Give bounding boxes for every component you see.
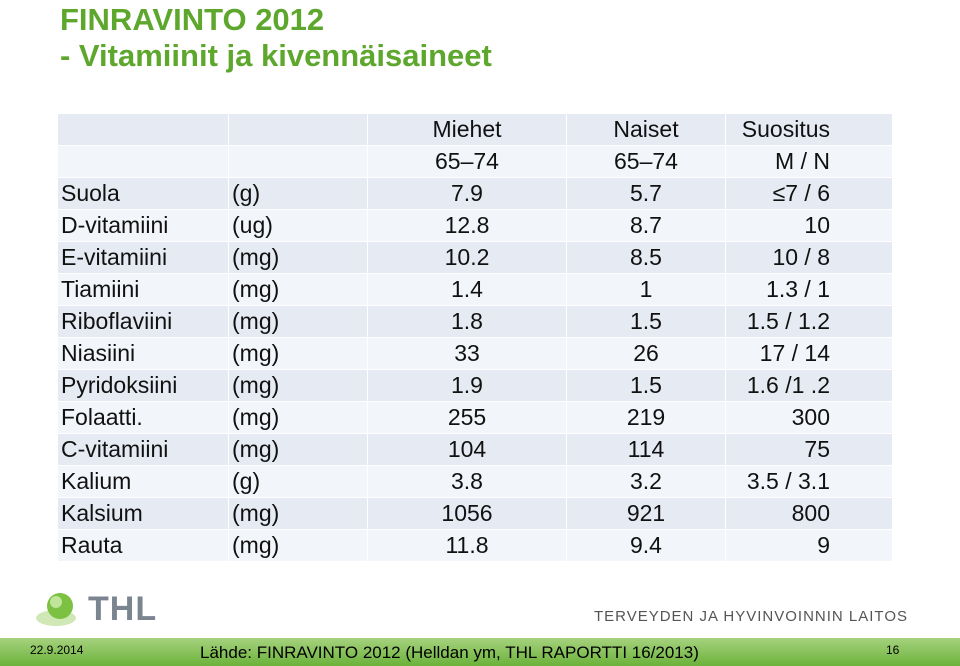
table-cell: 800 (725, 497, 893, 530)
table-cell: Tiamiini (57, 273, 229, 306)
table-cell: (g) (228, 465, 368, 498)
table-cell: (mg) (228, 401, 368, 434)
table-row: Kalium (g) 3.8 3.2 3.5 / 3.1 (57, 465, 893, 498)
table-cell: 3.8 (367, 465, 567, 498)
title-line: - Vitamiinit ja kivennäisaineet (60, 38, 492, 73)
page-number: 16 (886, 643, 900, 657)
table-cell: 10.2 (367, 241, 567, 274)
table-cell: 114 (566, 433, 726, 466)
table-cell: (mg) (228, 529, 368, 562)
source: Lähde: FINRAVINTO 2012 (Helldan ym, THL … (200, 643, 699, 662)
table-cell: (mg) (228, 305, 368, 338)
table-cell: Suola (57, 177, 229, 210)
table-cell: 1.3 / 1 (725, 273, 893, 306)
table-cell: 300 (725, 401, 893, 434)
table-cell: 1.5 (566, 305, 726, 338)
table-row: D-vitamiini (ug) 12.8 8.7 10 (57, 209, 893, 242)
table-cell: 3.2 (566, 465, 726, 498)
table: Miehet Naiset Suositus 65–74 65–74 M / N Suola… (57, 113, 893, 562)
table-cell: 921 (566, 497, 726, 530)
table-cell: Pyridoksiini (57, 369, 229, 402)
table-cell: Rauta (57, 529, 229, 562)
table-cell: 1.4 (367, 273, 567, 306)
table-row: 65–74 65–74 M / N (57, 145, 893, 178)
table-row: C-vitamiini (mg) 104 114 75 (57, 433, 893, 466)
table-cell: Kalsium (57, 497, 229, 530)
table-cell: 1.9 (367, 369, 567, 402)
table-cell: 1.8 (367, 305, 567, 338)
table-cell: 219 (566, 401, 726, 434)
table-cell: D-vitamiini (57, 209, 229, 242)
table-cell: Suositus (725, 113, 893, 146)
table-row: Tiamiini (mg) 1.4 1 1.3 / 1 (57, 273, 893, 306)
table-cell: C-vitamiini (57, 433, 229, 466)
table-cell: Kalium (57, 465, 229, 498)
table-cell: 8.7 (566, 209, 726, 242)
table-cell: 5.7 (566, 177, 726, 210)
table-cell: Folaatti. (57, 401, 229, 434)
table-cell: Niasiini (57, 337, 229, 370)
table-cell: 12.8 (367, 209, 567, 242)
table-cell: (mg) (228, 337, 368, 370)
table-cell: (ug) (228, 209, 368, 242)
table-cell: Riboflaviini (57, 305, 229, 338)
table-cell: 1.6 /1 .2 (725, 369, 893, 402)
table-row: Kalsium (mg) 1056 921 800 (57, 497, 893, 530)
table-row: Riboflaviini (mg) 1.8 1.5 1.5 / 1.2 (57, 305, 893, 338)
logo: THL (34, 588, 157, 630)
table-cell: 11.8 (367, 529, 567, 562)
table-cell: Naiset (566, 113, 726, 146)
table-cell: 10 (725, 209, 893, 242)
table-cell: (mg) (228, 433, 368, 466)
logo-icon (36, 593, 76, 626)
table-cell: 9.4 (566, 529, 726, 562)
table-row: Suola (g) 7.9 5.7 ≤7 / 6 (57, 177, 893, 210)
table-cell (57, 113, 229, 146)
table-cell (228, 113, 368, 146)
logo-text: THL (88, 589, 158, 628)
table-cell: 7.9 (367, 177, 567, 210)
table-cell: (mg) (228, 273, 368, 306)
table-cell: (mg) (228, 241, 368, 274)
table-row: Niasiini (mg) 33 26 17 / 14 (57, 337, 893, 370)
table-row: Folaatti. (mg) 255 219 300 (57, 401, 893, 434)
table-row: Pyridoksiini (mg) 1.9 1.5 1.6 /1 .2 (57, 369, 893, 402)
table-cell: 9 (725, 529, 893, 562)
table-row: E-vitamiini (mg) 10.2 8.5 10 / 8 (57, 241, 893, 274)
table-cell: 26 (566, 337, 726, 370)
title-line: FINRAVINTO 2012 (60, 2, 325, 37)
table-cell: M / N (725, 145, 893, 178)
table-cell: 65–74 (566, 145, 726, 178)
table-cell: (mg) (228, 497, 368, 530)
table-cell (57, 145, 229, 178)
table-cell: 1.5 / 1.2 (725, 305, 893, 338)
table-cell: (mg) (228, 369, 368, 402)
table-cell: (g) (228, 177, 368, 210)
table-cell: 33 (367, 337, 567, 370)
table-cell: Miehet (367, 113, 567, 146)
table-cell (228, 145, 368, 178)
table-cell: 104 (367, 433, 567, 466)
table-cell: 17 / 14 (725, 337, 893, 370)
table-row: Miehet Naiset Suositus (57, 113, 893, 146)
table-cell: 3.5 / 3.1 (725, 465, 893, 498)
table-cell: 8.5 (566, 241, 726, 274)
table-cell: 1.5 (566, 369, 726, 402)
table-cell: 75 (725, 433, 893, 466)
table-row: Rauta (mg) 11.8 9.4 9 (57, 529, 893, 562)
footer-bar: 22.9.2014 Lähde: FINRAVINTO 2012 (Hellda… (0, 638, 960, 666)
table-cell: ≤7 / 6 (725, 177, 893, 210)
table-cell: 1 (566, 273, 726, 306)
table-cell: 65–74 (367, 145, 567, 178)
table-cell: E-vitamiini (57, 241, 229, 274)
table-cell: 255 (367, 401, 567, 434)
institute-name: TERVEYDEN JA HYVINVOINNIN LAITOS (593, 608, 908, 625)
table-cell: 1056 (367, 497, 567, 530)
table-cell: 10 / 8 (725, 241, 893, 274)
date: 22.9.2014 (30, 643, 84, 657)
